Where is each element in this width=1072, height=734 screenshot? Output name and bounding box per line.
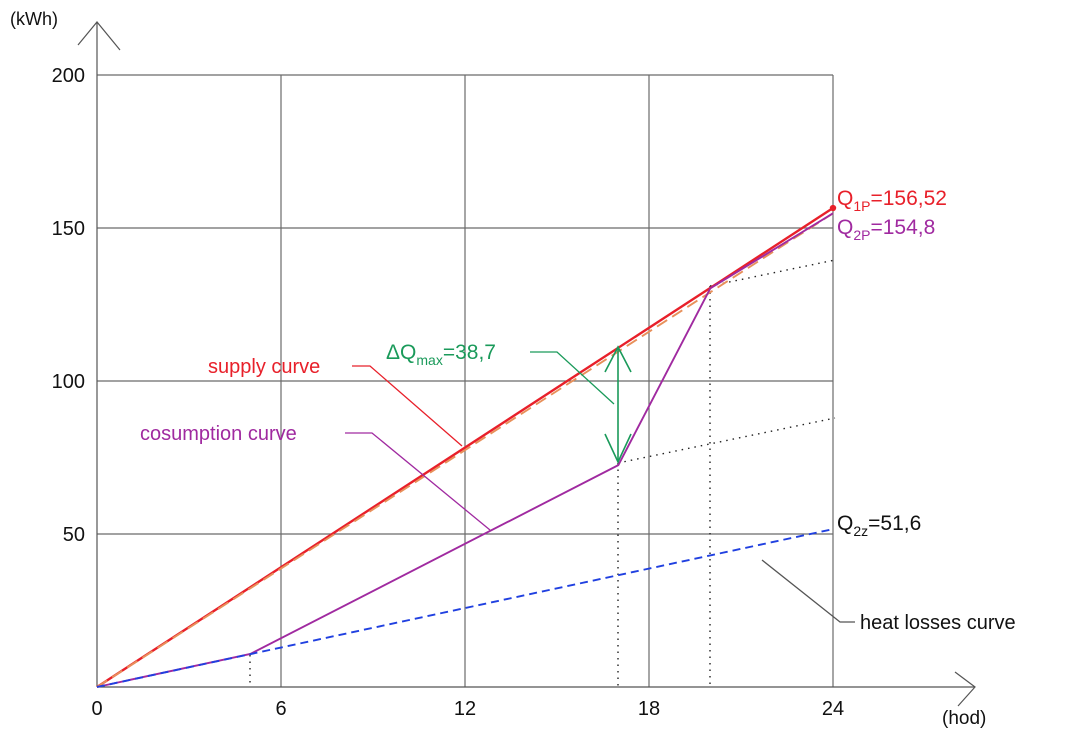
series-line-1 <box>96 212 834 688</box>
x-tick-label: 18 <box>638 698 660 720</box>
q2p-annotation: Q2P=154,8 <box>837 216 935 243</box>
q1p-annotation: Q1P=156,52 <box>837 187 947 214</box>
supply-curve-label: supply curve <box>208 356 320 378</box>
x-axis-arrow <box>954 671 976 707</box>
q1p-value: =156,52 <box>870 187 947 210</box>
heat-losses-curve-label: heat losses curve <box>860 612 1016 634</box>
x-tick-label: 0 <box>91 698 102 720</box>
delta-q-annotation: ΔQmax=38,7 <box>386 341 496 368</box>
q1p-sub: 1P <box>853 198 870 214</box>
y-tick-label: 200 <box>52 65 85 87</box>
x-tick-label: 12 <box>454 698 476 720</box>
q2p-value: =154,8 <box>870 216 935 239</box>
y-tick-label: 100 <box>52 371 85 393</box>
q2z-annotation: Q2z=51,6 <box>837 512 921 539</box>
consumption-curve-label: cosumption curve <box>140 423 297 445</box>
x-axis-label: (hod) <box>942 708 986 729</box>
q2p-sub: 2P <box>853 227 870 243</box>
x-tick-label: 24 <box>822 698 844 720</box>
y-axis-arrow <box>77 21 121 51</box>
q2z-value: =51,6 <box>868 512 921 535</box>
axes <box>77 21 976 707</box>
q2z-base: Q <box>837 512 853 535</box>
y-tick-label: 150 <box>52 218 85 240</box>
q2p-base: Q <box>837 216 853 239</box>
q1p-base: Q <box>837 187 853 210</box>
heat-losses-leader <box>761 559 855 623</box>
consumption-leader <box>345 432 491 531</box>
y-tick-label: 50 <box>63 524 85 546</box>
x-tick-label: 6 <box>275 698 286 720</box>
supply-leader <box>352 365 463 447</box>
supply-endpoint-dot <box>829 204 837 212</box>
q2z-sub: 2z <box>853 523 868 539</box>
delta-q-head-top <box>604 345 632 373</box>
extension-2 <box>709 259 836 287</box>
extension-1 <box>617 417 836 464</box>
series-line-3 <box>96 528 834 688</box>
leader-lines <box>345 351 855 623</box>
delta-q-head-bottom <box>604 433 632 464</box>
y-axis-label: (kWh) <box>10 9 58 29</box>
tick-labels: 0 6 12 18 24 50 100 150 200 <box>52 65 845 720</box>
helper-lines <box>249 259 836 687</box>
grid <box>97 74 834 687</box>
dq-base: ΔQ <box>386 341 416 364</box>
dq-sub: max <box>416 352 442 368</box>
dq-value: =38,7 <box>443 341 496 364</box>
delta-q-arrow <box>604 345 632 464</box>
dq-leader <box>530 351 615 405</box>
series-layer <box>96 204 837 689</box>
